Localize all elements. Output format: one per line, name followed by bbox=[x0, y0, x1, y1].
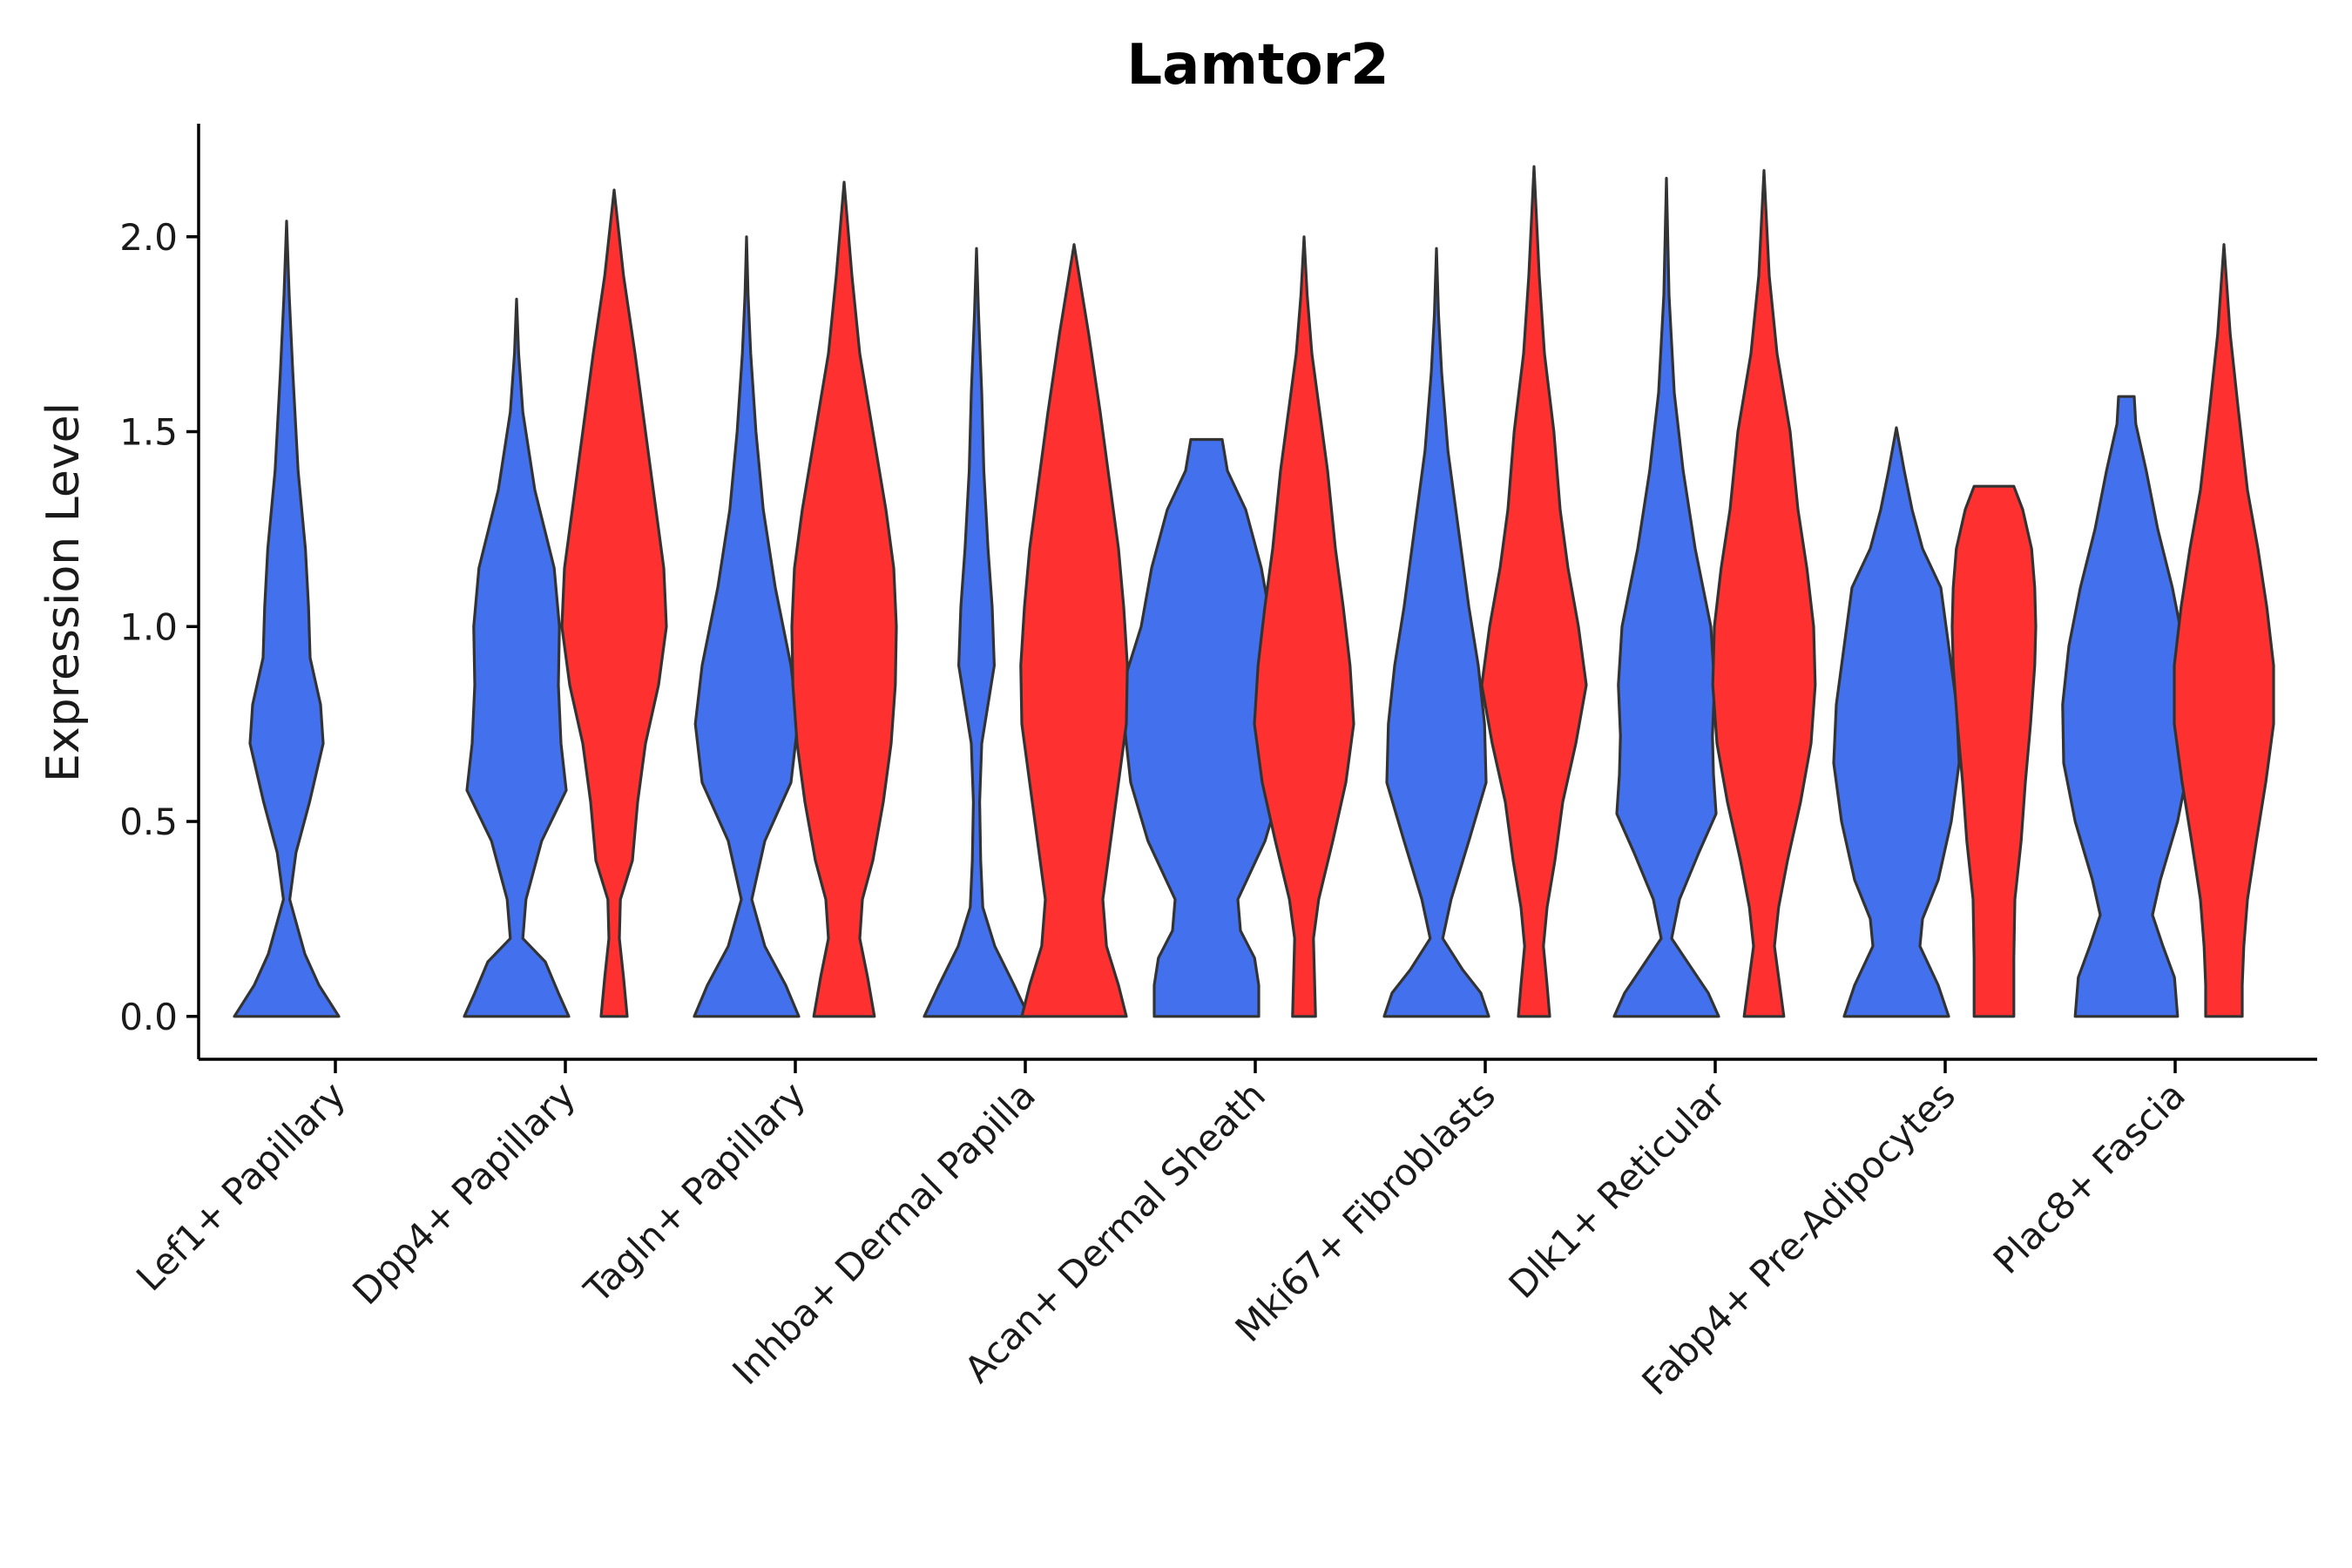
violin-group-1-7 bbox=[1612, 177, 1720, 1018]
violin-group-1-4 bbox=[923, 247, 1031, 1018]
x-tick-label: Mki67+ Fibroblasts bbox=[1227, 1073, 1504, 1349]
y-tick-label: 2.0 bbox=[119, 216, 178, 259]
y-tick-label: 0.5 bbox=[119, 801, 178, 843]
y-axis-label: Expression Level bbox=[37, 402, 90, 782]
violin-group-2-9 bbox=[2173, 243, 2275, 1018]
violin-group-1-8 bbox=[1832, 426, 1961, 1018]
violin-group-1-2 bbox=[463, 297, 571, 1018]
x-tick-label: Lef1+ Papillary bbox=[128, 1073, 354, 1299]
x-tick-label: Plac8+ Fascia bbox=[1985, 1073, 2193, 1281]
x-tick-label: Dlk1+ Reticular bbox=[1501, 1073, 1734, 1307]
violin-group-2-6 bbox=[1480, 165, 1588, 1018]
violin-group-1-5 bbox=[1121, 437, 1292, 1018]
violin-group-1-3 bbox=[693, 235, 801, 1018]
violin-group-2-2 bbox=[560, 188, 668, 1018]
violin-group-2-7 bbox=[1711, 169, 1817, 1018]
x-tick-label: Tagln+ Papillary bbox=[576, 1073, 814, 1311]
violin-group-2-3 bbox=[790, 180, 898, 1018]
violin-group-1-9 bbox=[2061, 395, 2192, 1018]
x-tick-label: Dpp4+ Papillary bbox=[344, 1073, 584, 1313]
y-tick-label: 1.5 bbox=[119, 411, 178, 454]
violin-group-1-1 bbox=[233, 220, 341, 1018]
violin-group-1-6 bbox=[1382, 247, 1490, 1018]
violin-group-2-5 bbox=[1253, 235, 1355, 1018]
y-tick-label: 1.0 bbox=[119, 605, 178, 648]
violin-group-2-4 bbox=[1019, 243, 1129, 1018]
y-tick-label: 0.0 bbox=[119, 996, 178, 1038]
violin-group-2-8 bbox=[1950, 484, 2038, 1018]
chart-title: Lamtor2 bbox=[1126, 33, 1389, 98]
